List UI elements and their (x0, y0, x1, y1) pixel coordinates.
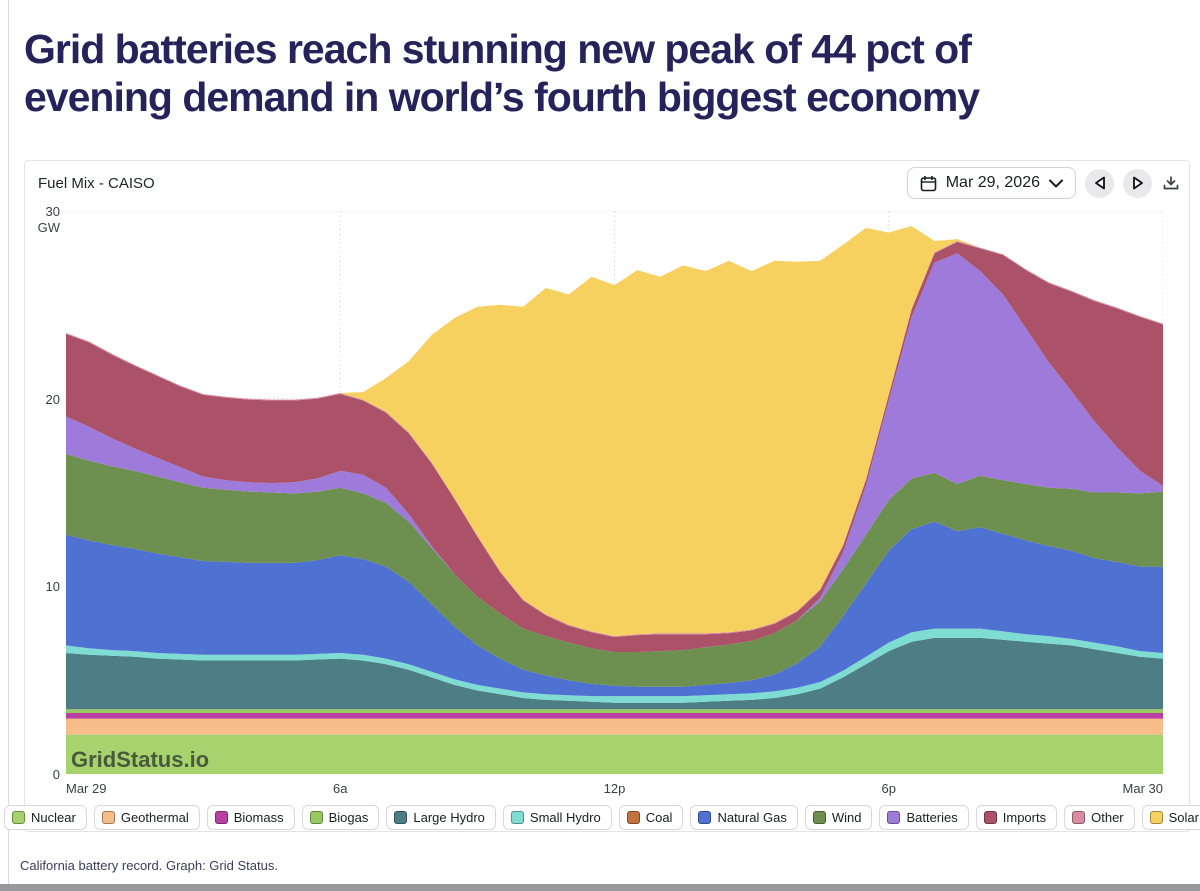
legend-item-wind[interactable]: Wind (804, 805, 873, 830)
legend-item-small-hydro[interactable]: Small Hydro (502, 805, 612, 830)
area-imports (66, 242, 1163, 652)
legend-item-other[interactable]: Other (1064, 805, 1135, 830)
area-batteries (66, 253, 1163, 652)
fuelmix-plot[interactable]: GridStatus.io (66, 211, 1163, 776)
fuel-mix-panel: Fuel Mix - CAISO Mar 29, 2026 (4, 160, 1200, 832)
legend-item-biomass[interactable]: Biomass (206, 805, 295, 830)
triangle-left-icon (1094, 176, 1106, 190)
legend-item-coal[interactable]: Coal (618, 805, 684, 830)
legend-label: Biomass (233, 810, 284, 825)
legend-swatch-wind (812, 811, 826, 824)
area-small-hydro (66, 628, 1163, 703)
prev-day-button[interactable] (1085, 168, 1114, 198)
window-bottom-strip (0, 884, 1200, 891)
legend-swatch-batteries (887, 811, 901, 824)
area-biogas (66, 709, 1163, 713)
caption: California battery record. Graph: Grid S… (20, 858, 278, 873)
area-natural-gas (66, 521, 1163, 697)
legend-swatch-small-hydro (510, 811, 524, 824)
date-picker-button[interactable]: Mar 29, 2026 (906, 167, 1076, 199)
area-geothermal (66, 718, 1163, 735)
legend-label: Nuclear (31, 810, 76, 825)
legend-label: Natural Gas (717, 810, 787, 825)
triangle-right-icon (1132, 176, 1144, 190)
x-tick-mar-29: Mar 29 (66, 781, 107, 796)
headline-line2: evening demand in world’s fourth biggest… (24, 73, 980, 120)
legend-item-batteries[interactable]: Batteries (879, 805, 969, 830)
legend-label: Other (1091, 810, 1124, 825)
panel-title: Fuel Mix - CAISO (38, 175, 155, 192)
headline-line1: Grid batteries reach stunning new peak o… (24, 26, 972, 72)
x-axis: Mar 29 6a 12p 6p Mar 30 (66, 781, 1163, 799)
area-biomass (66, 713, 1163, 719)
legend-swatch-solar (1149, 811, 1163, 824)
fuelmix-plot-svg[interactable] (66, 211, 1163, 776)
legend-swatch-biomass (214, 811, 228, 824)
legend-swatch-natural-gas (698, 811, 712, 824)
legend-item-natural-gas[interactable]: Natural Gas (690, 805, 798, 830)
y-tick-20: 20 (45, 391, 60, 407)
y-tick-10: 10 (45, 579, 60, 595)
legend-item-imports[interactable]: Imports (975, 805, 1058, 830)
x-tick-12p: 12p (603, 781, 626, 796)
area-nuclear (66, 734, 1163, 774)
legend-swatch-nuclear (12, 811, 26, 824)
legend-item-solar[interactable]: Solar (1141, 805, 1200, 830)
legend-label: Small Hydro (529, 810, 601, 825)
legend-item-biogas[interactable]: Biogas (301, 805, 380, 830)
legend-swatch-biogas (309, 811, 323, 824)
legend-label: Solar (1168, 810, 1199, 825)
download-icon (1163, 175, 1179, 191)
legend-item-nuclear[interactable]: Nuclear (4, 805, 87, 830)
legend-label: Biogas (328, 810, 369, 825)
legend-label: Wind (831, 810, 862, 825)
legend-swatch-geothermal (101, 811, 115, 824)
date-picker-label: Mar 29, 2026 (945, 174, 1040, 191)
legend-label: Imports (1002, 810, 1047, 825)
legend-swatch-imports (983, 811, 997, 824)
area-solar (66, 226, 1163, 637)
y-axis-unit: GW (37, 220, 60, 235)
legend-label: Batteries (906, 810, 958, 825)
legend-swatch-large-hydro (394, 811, 408, 824)
legend-item-geothermal[interactable]: Geothermal (93, 805, 200, 830)
gridstatus-watermark: GridStatus.io (71, 747, 210, 772)
x-tick-mar-30: Mar 30 (1122, 781, 1163, 796)
calendar-icon (920, 175, 937, 192)
legend-label: Geothermal (120, 810, 189, 825)
legend-label: Coal (645, 810, 673, 825)
headline: Grid batteries reach stunning new peak o… (24, 26, 1174, 122)
download-button[interactable] (1161, 175, 1181, 191)
y-tick-30: 30 (45, 204, 60, 219)
chevron-down-icon (1049, 179, 1063, 188)
legend-swatch-coal (626, 811, 640, 824)
x-tick-6p: 6p (881, 781, 896, 796)
legend-item-large-hydro[interactable]: Large Hydro (386, 805, 496, 830)
window-left-edge (8, 0, 9, 891)
panel-controls: Mar 29, 2026 (906, 167, 1181, 199)
legend-swatch-other (1072, 811, 1086, 824)
next-day-button[interactable] (1123, 168, 1152, 198)
area-wind (66, 454, 1163, 687)
legend-label: Large Hydro (413, 810, 485, 825)
x-tick-6a: 6a (333, 781, 348, 796)
legend: Nuclear Geothermal Biomass Biogas Large Hydr… (4, 805, 1200, 830)
y-tick-0: 0 (52, 767, 60, 782)
area-large-hydro (66, 637, 1163, 710)
